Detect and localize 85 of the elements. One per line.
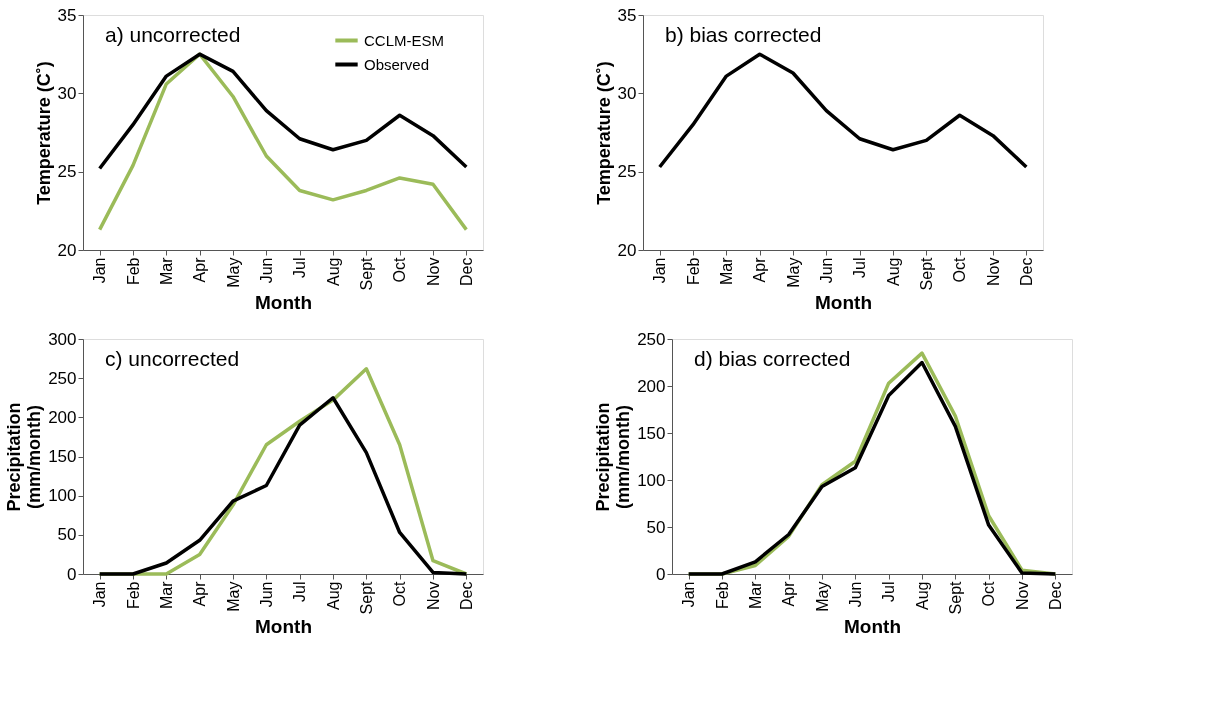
- y-tick-label: 0: [656, 564, 666, 584]
- x-tick-label: Aug: [884, 257, 902, 286]
- x-tick-label: Apr: [191, 256, 209, 283]
- x-tick-label: Jul: [291, 581, 309, 602]
- x-tick-label: Jun: [257, 257, 275, 284]
- x-tick-label: Feb: [124, 257, 142, 286]
- y-tick-label: 35: [57, 5, 77, 25]
- x-tick-label: May: [784, 257, 802, 288]
- x-axis-title: Month: [815, 292, 872, 314]
- x-tick-label: Mar: [157, 580, 175, 610]
- x-tick-label: Oct: [980, 580, 998, 607]
- x-tick-label: Sept: [357, 580, 375, 615]
- x-tick-label: Feb: [684, 257, 702, 286]
- x-tick-label: Mar: [746, 580, 764, 610]
- chart-title: c) uncorrected: [105, 347, 240, 370]
- y-tick-label: 150: [48, 447, 77, 466]
- y-tick-label: 300: [48, 329, 77, 349]
- y-tick-label: 35: [617, 5, 637, 25]
- x-tick-label: Nov: [984, 257, 1002, 286]
- x-tick-label: Jun: [257, 581, 275, 608]
- x-tick-label: Nov: [424, 257, 442, 286]
- x-tick-label: May: [224, 257, 242, 288]
- y-tick-label: 100: [637, 470, 666, 490]
- x-axis-title: Month: [255, 292, 312, 314]
- y-axis-title: Precipitation (mm/month): [593, 402, 634, 512]
- x-tick-label: May: [224, 581, 242, 612]
- x-tick-label: Feb: [713, 581, 731, 610]
- x-tick-label: Dec: [1046, 581, 1064, 610]
- x-tick-label: Apr: [191, 580, 209, 607]
- x-tick-label: Aug: [324, 581, 342, 610]
- y-tick-label: 0: [67, 564, 77, 584]
- x-tick-label: Jan: [680, 581, 698, 608]
- line-series: [97, 52, 469, 171]
- chart-title: b) bias corrected: [665, 23, 822, 46]
- x-tick-label: Mar: [717, 256, 735, 286]
- x-tick-label: Jan: [91, 581, 109, 608]
- y-tick-label: 100: [48, 486, 77, 506]
- x-tick-label: Feb: [124, 581, 142, 610]
- y-tick-label: 50: [646, 517, 666, 537]
- x-tick-label: Sept: [917, 256, 935, 291]
- y-tick-label: 250: [637, 329, 666, 349]
- y-tick-label: 20: [617, 240, 637, 260]
- y-axis-title: Temperature (C˚): [593, 61, 614, 205]
- line-series: [657, 52, 1029, 169]
- y-tick-label: 200: [48, 407, 77, 427]
- y-axis-title: Temperature (C˚): [33, 61, 54, 205]
- y-tick-label: 30: [57, 83, 77, 103]
- y-tick-label: 200: [637, 376, 666, 396]
- legend-label: CCLM-ESM: [364, 31, 445, 49]
- x-tick-label: Nov: [1013, 581, 1031, 610]
- y-tick-label: 30: [617, 83, 637, 103]
- x-tick-label: Jan: [651, 257, 669, 284]
- x-tick-label: Jun: [846, 581, 864, 608]
- y-tick-label: 250: [48, 368, 77, 388]
- y-axis-title: Precipitation (mm/month): [4, 402, 45, 512]
- y-tick-label: 25: [617, 162, 637, 182]
- x-tick-label: Oct: [391, 256, 409, 283]
- y-tick-label: 25: [57, 162, 77, 182]
- x-tick-label: Dec: [457, 581, 475, 610]
- x-tick-label: Sept: [357, 256, 375, 291]
- x-tick-label: Dec: [1017, 257, 1035, 286]
- x-tick-label: Aug: [324, 257, 342, 286]
- x-tick-label: Mar: [157, 256, 175, 286]
- y-tick-label: 20: [57, 240, 77, 260]
- x-tick-label: Jul: [880, 581, 898, 602]
- x-tick-label: Oct: [391, 580, 409, 607]
- x-tick-label: Jun: [817, 257, 835, 284]
- x-tick-label: Jul: [851, 257, 869, 278]
- y-tick-label: 50: [57, 525, 77, 545]
- chart-title: a) uncorrected: [105, 23, 241, 46]
- x-axis-title: Month: [844, 616, 901, 638]
- chart-title: d) bias corrected: [694, 347, 851, 370]
- x-axis-title: Month: [255, 616, 312, 638]
- x-tick-label: Jan: [91, 257, 109, 284]
- x-tick-label: Dec: [457, 257, 475, 286]
- legend-label: Observed: [364, 55, 430, 73]
- x-tick-label: Sept: [946, 580, 964, 615]
- x-tick-label: Nov: [424, 581, 442, 610]
- x-tick-label: Oct: [951, 256, 969, 283]
- x-tick-label: Aug: [913, 581, 931, 610]
- x-tick-label: May: [813, 581, 831, 612]
- x-tick-label: Apr: [780, 580, 798, 607]
- y-tick-label: 150: [637, 423, 666, 443]
- x-tick-label: Apr: [751, 256, 769, 283]
- x-tick-label: Jul: [291, 257, 309, 278]
